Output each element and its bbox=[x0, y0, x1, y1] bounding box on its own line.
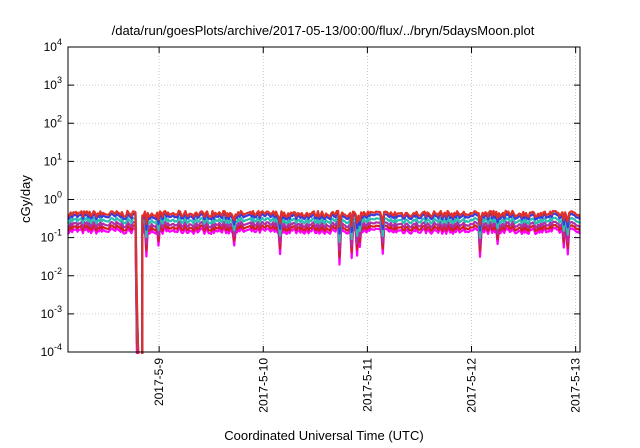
x-axis: 2017-5-9 2017-5-10 2017-5-11 2017-5-12 2017-… bbox=[152, 47, 583, 413]
y-tick-label: 103 bbox=[44, 75, 62, 92]
series-layer bbox=[67, 209, 581, 355]
y-tick-label: 10-3 bbox=[41, 304, 62, 321]
y-tick-label: 100 bbox=[44, 190, 62, 207]
y-tick-label: 10-2 bbox=[41, 266, 62, 283]
y-tick-label: 104 bbox=[44, 37, 62, 54]
y-tick-label: 10-4 bbox=[41, 342, 62, 359]
x-axis-label: Coordinated Universal Time (UTC) bbox=[224, 428, 423, 443]
x-tick-label: 2017-5-9 bbox=[152, 358, 166, 406]
y-axis: 10-4 10-3 10-2 10-1 100 101 102 103 104 bbox=[41, 37, 580, 359]
y-tick-label: 101 bbox=[44, 151, 62, 168]
series-line bbox=[67, 226, 581, 355]
y-tick-label: 10-1 bbox=[41, 228, 62, 245]
x-tick-label: 2017-5-13 bbox=[569, 358, 583, 413]
x-tick-label: 2017-5-11 bbox=[360, 358, 374, 412]
series-line bbox=[67, 209, 581, 355]
grid bbox=[68, 47, 580, 352]
y-tick-label: 102 bbox=[44, 113, 62, 130]
x-tick-label: 2017-5-10 bbox=[256, 358, 270, 413]
y-axis-label: cGy/day bbox=[18, 175, 33, 223]
chart-title: /data/run/goesPlots/archive/2017-05-13/0… bbox=[112, 23, 535, 38]
x-tick-label: 2017-5-12 bbox=[465, 358, 479, 413]
